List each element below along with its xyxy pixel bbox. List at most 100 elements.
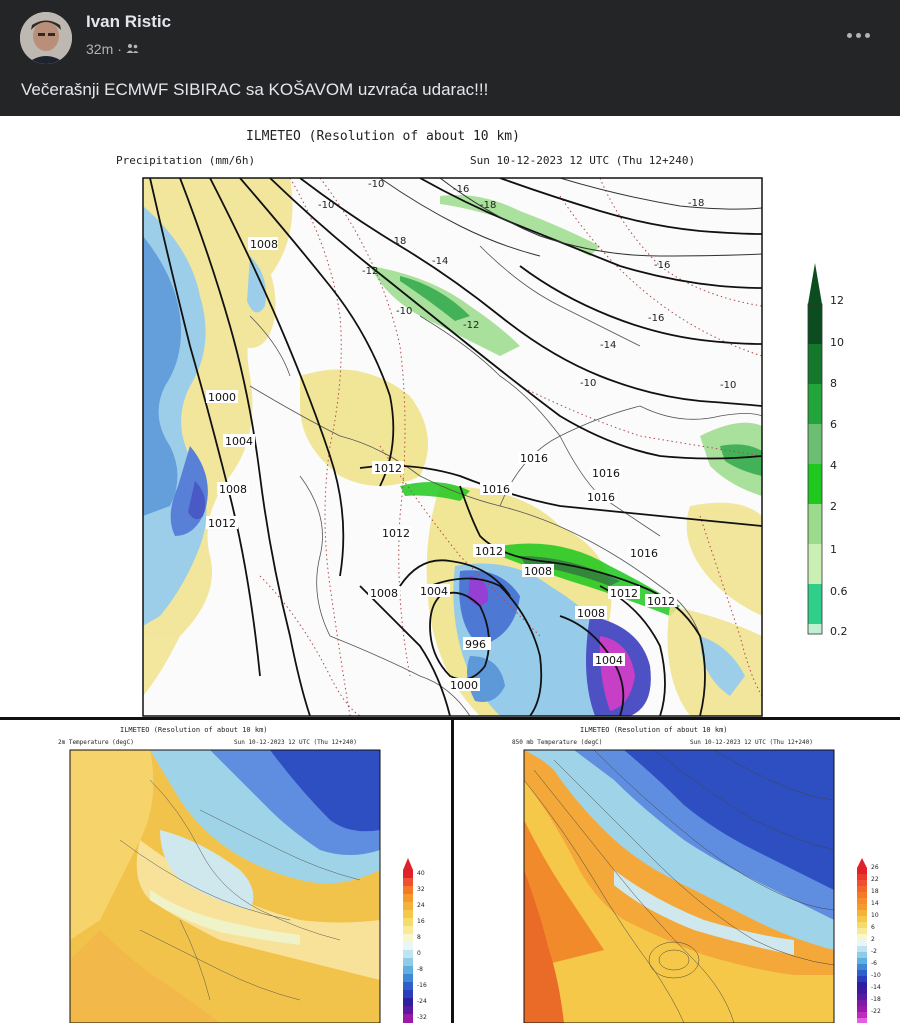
main-map: 1008 1000 1004 1008 1012 1012 1012 1008 … (142, 177, 823, 717)
colorbar-label: 12 (830, 294, 844, 307)
isobar-label: 1008 (577, 607, 605, 620)
meta-separator: · (117, 41, 122, 57)
temp-label: -14 (600, 340, 616, 351)
isobar-label: 1000 (208, 391, 236, 404)
temp-label: -10 (318, 200, 334, 211)
isobar-label: 1004 (420, 585, 448, 598)
right-colorbar-label: -18 (871, 996, 881, 1003)
author-name[interactable]: Ivan Ristic (86, 12, 172, 31)
post-text: Večerašnji ECMWF SIBIRAC sa KOŠAVOM uzvr… (21, 80, 489, 99)
main-map-date: Sun 10-12-2023 12 UTC (Thu 12+240) (470, 154, 696, 167)
isobar-label: 1012 (610, 587, 638, 600)
right-map-title: ILMETEO (Resolution of about 10 km) (580, 726, 728, 734)
isobar-label: 1016 (482, 483, 510, 496)
isobar-label: 1012 (208, 517, 236, 530)
left-map-field: 2m Temperature (degC) (58, 739, 134, 746)
right-colorbar-label: 10 (871, 912, 879, 919)
left-colorbar-label: -8 (417, 966, 423, 973)
right-colorbar-label: 14 (871, 900, 879, 907)
temp-label: -14 (432, 256, 448, 267)
precip-central (300, 369, 651, 716)
right-colorbar-label: -6 (871, 960, 877, 967)
temp-label: -12 (463, 320, 479, 331)
main-map-frame (142, 177, 763, 717)
temp-labels: -10 -16 -18 -18 -16 -14 -12 -10 -10 -10 … (318, 179, 736, 391)
isobar-label: 1016 (630, 547, 658, 560)
left-colorbar-label: -32 (417, 1014, 427, 1021)
image-divider-vertical (451, 717, 454, 1023)
isobar-label: 1012 (647, 595, 675, 608)
main-colorbar (807, 263, 823, 635)
temp-label: -10 (720, 380, 736, 391)
isobar-labels: 1008 1000 1004 1008 1012 1012 1012 1008 … (206, 237, 677, 692)
isobar-label: 1008 (370, 587, 398, 600)
temp-label: -16 (453, 184, 469, 195)
isobar-label: 996 (465, 638, 486, 651)
friends-audience-icon[interactable] (126, 43, 139, 55)
right-colorbar-label: -10 (871, 972, 881, 979)
temp-label: -18 (390, 236, 406, 247)
left-colorbar-label: 8 (417, 934, 421, 941)
temp-label: -10 (368, 179, 384, 190)
temp-label: -18 (688, 198, 704, 209)
right-map-field: 850 mb Temperature (degC) (512, 739, 603, 746)
colorbar-arrow (808, 263, 822, 304)
right-colorbar (857, 858, 867, 1023)
right-map-date: Sun 10-12-2023 12 UTC (Thu 12+240) (690, 739, 813, 746)
isobar-label: 1012 (475, 545, 503, 558)
left-colorbar-label: 32 (417, 886, 425, 893)
main-map-field: Precipitation (mm/6h) (116, 154, 256, 167)
left-colorbar (403, 858, 413, 1023)
more-dot-icon (864, 32, 870, 38)
right-colorbar-label: -14 (871, 984, 881, 991)
colorbar-label: 4 (830, 459, 837, 472)
isobar-label: 1012 (374, 462, 402, 475)
isotherms (259, 178, 762, 716)
temp-label: -10 (580, 378, 596, 389)
post-media[interactable]: ILMETEO (Resolution of about 10 km) Prec… (0, 116, 900, 1023)
image-divider-horizontal (0, 717, 900, 720)
avatar-photo (20, 12, 72, 64)
isobar-label: 1004 (595, 654, 623, 667)
main-map-title: ILMETEO (Resolution of about 10 km) (246, 129, 520, 144)
colorbar-label: 2 (830, 500, 837, 513)
left-colorbar-label: 16 (417, 918, 425, 925)
precip-green-band (370, 195, 762, 616)
colorbar-label: 1 (830, 543, 837, 556)
temp-label: -10 (396, 306, 412, 317)
more-options-button[interactable] (838, 22, 878, 48)
left-map-title: ILMETEO (Resolution of about 10 km) (120, 726, 268, 734)
isobar-label: 1016 (592, 467, 620, 480)
left-colorbar-label: 0 (417, 950, 421, 957)
temp-contours (379, 178, 762, 257)
colorbar-label: 0.2 (830, 625, 848, 638)
isobar-label: 1008 (524, 565, 552, 578)
left-colorbar-label: 40 (417, 870, 425, 877)
colorbar-label: 0.6 (830, 585, 848, 598)
isobar-label: 1008 (219, 483, 247, 496)
temp-label: -18 (480, 200, 496, 211)
right-colorbar-label: 18 (871, 888, 879, 895)
right-colorbar-label: -22 (871, 1008, 881, 1015)
left-colorbar-label: 24 (417, 902, 425, 909)
colorbar-label: 10 (830, 336, 844, 349)
isobar-label: 1016 (587, 491, 615, 504)
post-meta: 32m · (86, 41, 139, 57)
left-colorbar-label: -24 (417, 998, 427, 1005)
isobar-label: 1012 (382, 527, 410, 540)
isobar-label: 1000 (450, 679, 478, 692)
left-map (69, 749, 413, 1023)
left-map-date: Sun 10-12-2023 12 UTC (Thu 12+240) (234, 739, 357, 746)
post-time[interactable]: 32m (86, 41, 114, 57)
isobar-label: 1016 (520, 452, 548, 465)
isobar-label: 1008 (250, 238, 278, 251)
avatar[interactable] (20, 12, 72, 64)
temp-label: -16 (648, 313, 664, 324)
right-colorbar-label: 26 (871, 864, 879, 871)
colorbar-label: 6 (830, 418, 837, 431)
right-colorbar-label: 22 (871, 876, 879, 883)
right-map (523, 749, 867, 1023)
precip-east (667, 502, 762, 716)
left-colorbar-label: -16 (417, 982, 427, 989)
temp-label: -12 (362, 266, 378, 277)
